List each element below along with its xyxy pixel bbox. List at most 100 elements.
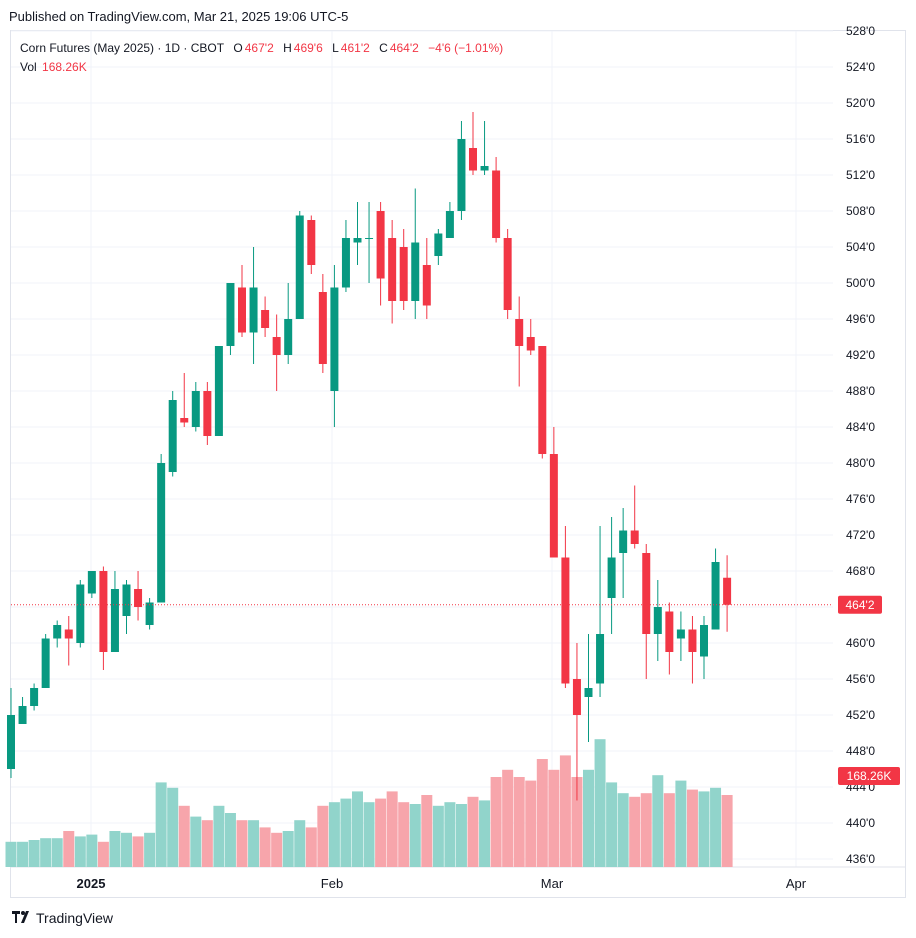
y-tick-label: 496'0 [846,312,875,326]
last-price-badge [838,595,882,614]
candle-body [64,629,73,639]
candle-body [53,625,62,639]
candle-body [330,287,339,391]
volume-bar [155,782,167,867]
volume-bar [513,777,525,867]
volume-bar [259,827,271,867]
candle-body [99,571,108,652]
tradingview-logo-icon [12,910,32,926]
candle-body [214,346,223,436]
volume-bar [536,759,548,867]
volume-bar [282,831,294,867]
candle-body [122,584,131,616]
volume-bar [698,791,710,867]
candle-body [399,247,408,301]
legend-ohlc-row: Corn Futures (May 2025) · 1D · CBOT O 467… [20,39,509,58]
x-tick-label: Apr [786,876,807,891]
volume-bar [340,798,352,867]
volume-bar [74,836,86,867]
candle-body [157,463,166,603]
y-tick-label: 492'0 [846,348,875,362]
legend-low-value: 461'2 [340,41,370,55]
y-tick-label: 440'0 [846,816,875,830]
candle-body [388,238,397,301]
chart-legend: Corn Futures (May 2025) · 1D · CBOT O 467… [20,39,509,77]
candle-body [272,337,281,355]
y-tick-label: 468'0 [846,564,875,578]
volume-bar [421,795,433,867]
y-tick-label: 436'0 [846,852,875,866]
candle-body [515,319,524,346]
volume-bar [455,804,467,867]
volume-bar [17,841,29,867]
legend-close-value: 464'2 [389,41,419,55]
volume-bar [548,769,560,867]
candle-body [203,391,212,436]
volume-bar [40,838,52,867]
footer-brand[interactable]: TradingView [12,910,113,926]
candle-body [642,553,651,634]
volume-bar [652,775,664,867]
volume-bar [317,805,329,867]
legend-vol-value: 168.26K [42,60,87,74]
candle-body [307,220,316,265]
volume-bar [583,769,594,867]
volume-bar [490,777,502,867]
legend-high-label: H [283,41,292,55]
y-tick-label: 520'0 [846,96,875,110]
candle-body [700,625,708,657]
candle-body [41,638,50,688]
candle-body [411,242,420,301]
volume-bar [571,777,583,867]
volume-bar [525,780,537,867]
candle-body [191,391,200,427]
candle-body [284,319,293,355]
volume-label: 168.26K [847,769,892,783]
candle-body [422,265,431,306]
candle-body [238,287,246,333]
candle-body [249,287,258,333]
volume-bar [432,805,444,867]
footer-brand-text: TradingView [36,910,114,926]
y-tick-label: 528'0 [846,24,875,38]
candle-body [630,530,639,544]
legend-symbol[interactable]: Corn Futures (May 2025) · 1D · CBOT [20,41,225,55]
candle-body [353,238,362,243]
volume-bar [213,805,225,867]
y-tick-label: 476'0 [846,492,875,506]
y-tick-label: 504'0 [846,240,875,254]
candle-body [538,346,547,454]
candle-body [180,418,189,423]
legend-low-label: L [332,41,339,55]
candle-body [226,283,235,346]
volume-bar [5,841,17,867]
candle-body [261,310,270,328]
volume-bar [398,802,410,867]
legend-open-label: O [233,41,243,55]
volume-bar [178,805,190,867]
candle-body [549,454,558,558]
y-tick-label: 488'0 [846,384,875,398]
y-tick-label: 516'0 [846,132,875,146]
legend-high-value: 469'6 [293,41,323,55]
published-header: Published on TradingView.com, Mar 21, 20… [9,9,349,24]
legend-open-value: 467'2 [244,41,274,55]
candle-body [607,557,616,598]
y-tick-label: 460'0 [846,636,875,650]
volume-bar [363,802,375,867]
candle-body [445,211,454,238]
y-tick-label: 484'0 [846,420,875,434]
candle-body [480,166,489,171]
volume-bar [190,816,202,867]
volume-bar [629,796,641,867]
volume-bar [640,793,652,867]
y-tick-label: 448'0 [846,744,875,758]
volume-bar [444,802,456,867]
legend-vol-label: Vol [20,60,37,74]
y-tick-label: 472'0 [846,528,875,542]
candle-body [596,634,605,684]
candle-body [619,530,628,553]
x-tick-label: Mar [541,876,564,891]
legend-change-value: −4'6 (−1.01%) [428,41,504,55]
